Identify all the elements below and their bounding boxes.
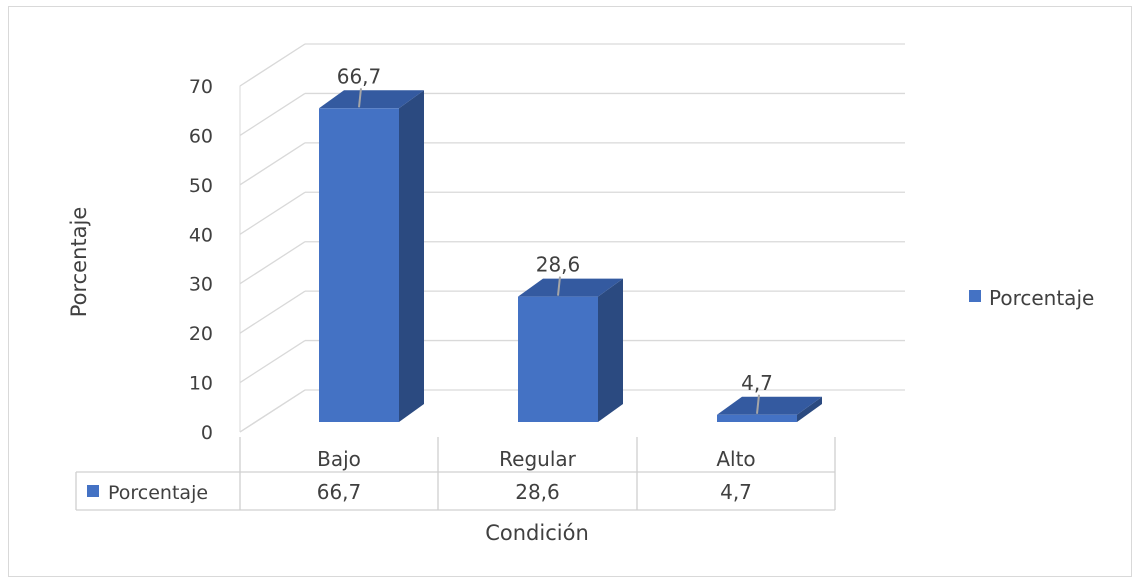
- y-tick-label: 50: [189, 175, 213, 197]
- bar-bajo: [319, 90, 424, 422]
- floor-edge: [239, 389, 306, 433]
- bar-alto: [717, 396, 822, 422]
- gridline-side: [239, 43, 306, 87]
- gridline-side: [239, 241, 306, 285]
- legend-label: Porcentaje: [989, 286, 1094, 310]
- data-label-leader: [756, 394, 760, 414]
- x-axis-title: Condición: [485, 521, 589, 545]
- y-axis-title: Porcentaje: [67, 207, 91, 318]
- gridline-side: [239, 290, 306, 334]
- table-legend-swatch: [87, 485, 99, 497]
- data-table: Bajo 66,7 Regular 28,6 Alto 4,7 Porcentaje: [75, 437, 836, 511]
- gridline-side: [239, 340, 306, 384]
- x-tick-label: Bajo: [317, 447, 361, 471]
- bar-front: [717, 414, 797, 422]
- side-wall-edge: [239, 43, 306, 432]
- gridline-side: [239, 191, 306, 235]
- bar-top: [717, 396, 822, 415]
- bar-side: [797, 396, 822, 422]
- bar-top: [518, 278, 623, 297]
- table-series-label: Porcentaje: [108, 482, 208, 504]
- data-label-leader: [557, 276, 561, 296]
- chart-frame: [8, 6, 1132, 577]
- gridline-side: [239, 92, 306, 136]
- x-tick-label: Alto: [716, 447, 755, 471]
- bar-side: [399, 90, 424, 422]
- y-tick-label: 60: [189, 125, 213, 147]
- y-axis-ticks: 0 10 20 30 40 50 60 70: [189, 76, 213, 444]
- data-label: 28,6: [536, 253, 581, 277]
- y-tick-label: 0: [201, 422, 213, 444]
- bar-regular: [518, 278, 623, 422]
- bar-front: [518, 296, 598, 422]
- table-cell-value: 28,6: [515, 480, 560, 504]
- y-tick-label: 10: [189, 373, 213, 395]
- data-label: 66,7: [337, 64, 382, 88]
- data-label: 4,7: [741, 371, 773, 395]
- gridline-side: [239, 142, 306, 186]
- data-labels: 66,7 28,6 4,7: [337, 64, 773, 414]
- y-tick-label: 40: [189, 224, 213, 246]
- bars: [319, 90, 822, 422]
- legend-swatch: [969, 290, 981, 302]
- y-tick-label: 20: [189, 323, 213, 345]
- data-label-leader: [358, 88, 362, 108]
- plot-walls: [239, 43, 306, 432]
- bar-front: [319, 108, 399, 422]
- bar-side: [598, 278, 623, 422]
- table-cell-value: 4,7: [720, 480, 752, 504]
- table-cell-value: 66,7: [317, 480, 362, 504]
- y-tick-label: 70: [189, 76, 213, 98]
- bar-top: [319, 90, 424, 109]
- x-tick-label: Regular: [499, 447, 576, 471]
- y-tick-label: 30: [189, 274, 213, 296]
